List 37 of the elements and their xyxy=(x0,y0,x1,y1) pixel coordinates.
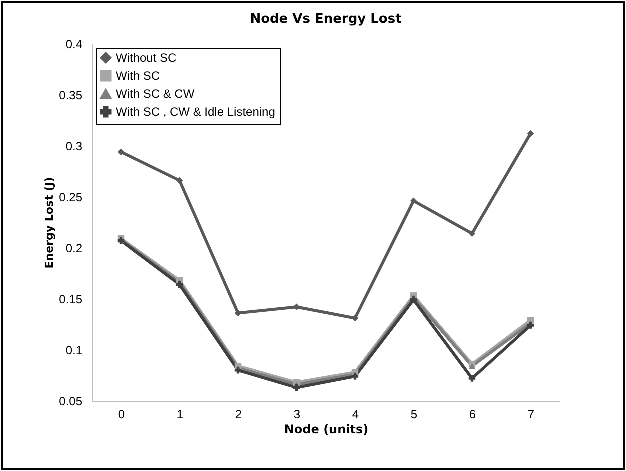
x-tick-label: 7 xyxy=(528,408,535,422)
point xyxy=(527,130,534,138)
point xyxy=(176,177,184,184)
point xyxy=(527,322,534,329)
point xyxy=(293,384,300,392)
y-tick-label: 0.3 xyxy=(66,140,83,154)
y-tick-label: 0.4 xyxy=(66,38,83,52)
y-tick-label: 0.05 xyxy=(59,394,83,408)
y-axis-title: Energy Lost (J) xyxy=(43,177,56,269)
point xyxy=(410,198,418,204)
x-tick-label: 5 xyxy=(410,408,418,422)
point xyxy=(118,148,125,156)
point xyxy=(352,315,359,322)
point xyxy=(468,230,476,238)
legend-label: With SC xyxy=(116,69,160,83)
point xyxy=(234,367,242,374)
y-tick-label: 0.2 xyxy=(66,242,83,256)
point xyxy=(468,375,476,382)
y-tick-label: 0.1 xyxy=(66,344,83,358)
y-tick-label: 0.35 xyxy=(59,88,83,102)
x-axis-title: Node (units) xyxy=(284,422,369,436)
legend-label: With SC & CW xyxy=(116,87,196,101)
point xyxy=(468,363,476,370)
point xyxy=(176,281,184,288)
legend-label: Without SC xyxy=(116,51,178,65)
point xyxy=(352,373,359,380)
y-tick-label: 0.15 xyxy=(59,292,83,306)
y-tick-label: 0.25 xyxy=(59,190,83,204)
x-tick-label: 3 xyxy=(294,408,301,422)
x-tick-label: 4 xyxy=(352,408,360,422)
x-tick-label: 0 xyxy=(118,408,126,422)
legend-label: With SC , CW & Idle Listening xyxy=(116,105,276,119)
point xyxy=(410,296,418,304)
chart-title: Node Vs Energy Lost xyxy=(250,12,402,27)
x-tick-label: 2 xyxy=(235,408,242,422)
x-tick-label: 1 xyxy=(176,408,184,422)
x-tick-label: 6 xyxy=(469,408,476,422)
